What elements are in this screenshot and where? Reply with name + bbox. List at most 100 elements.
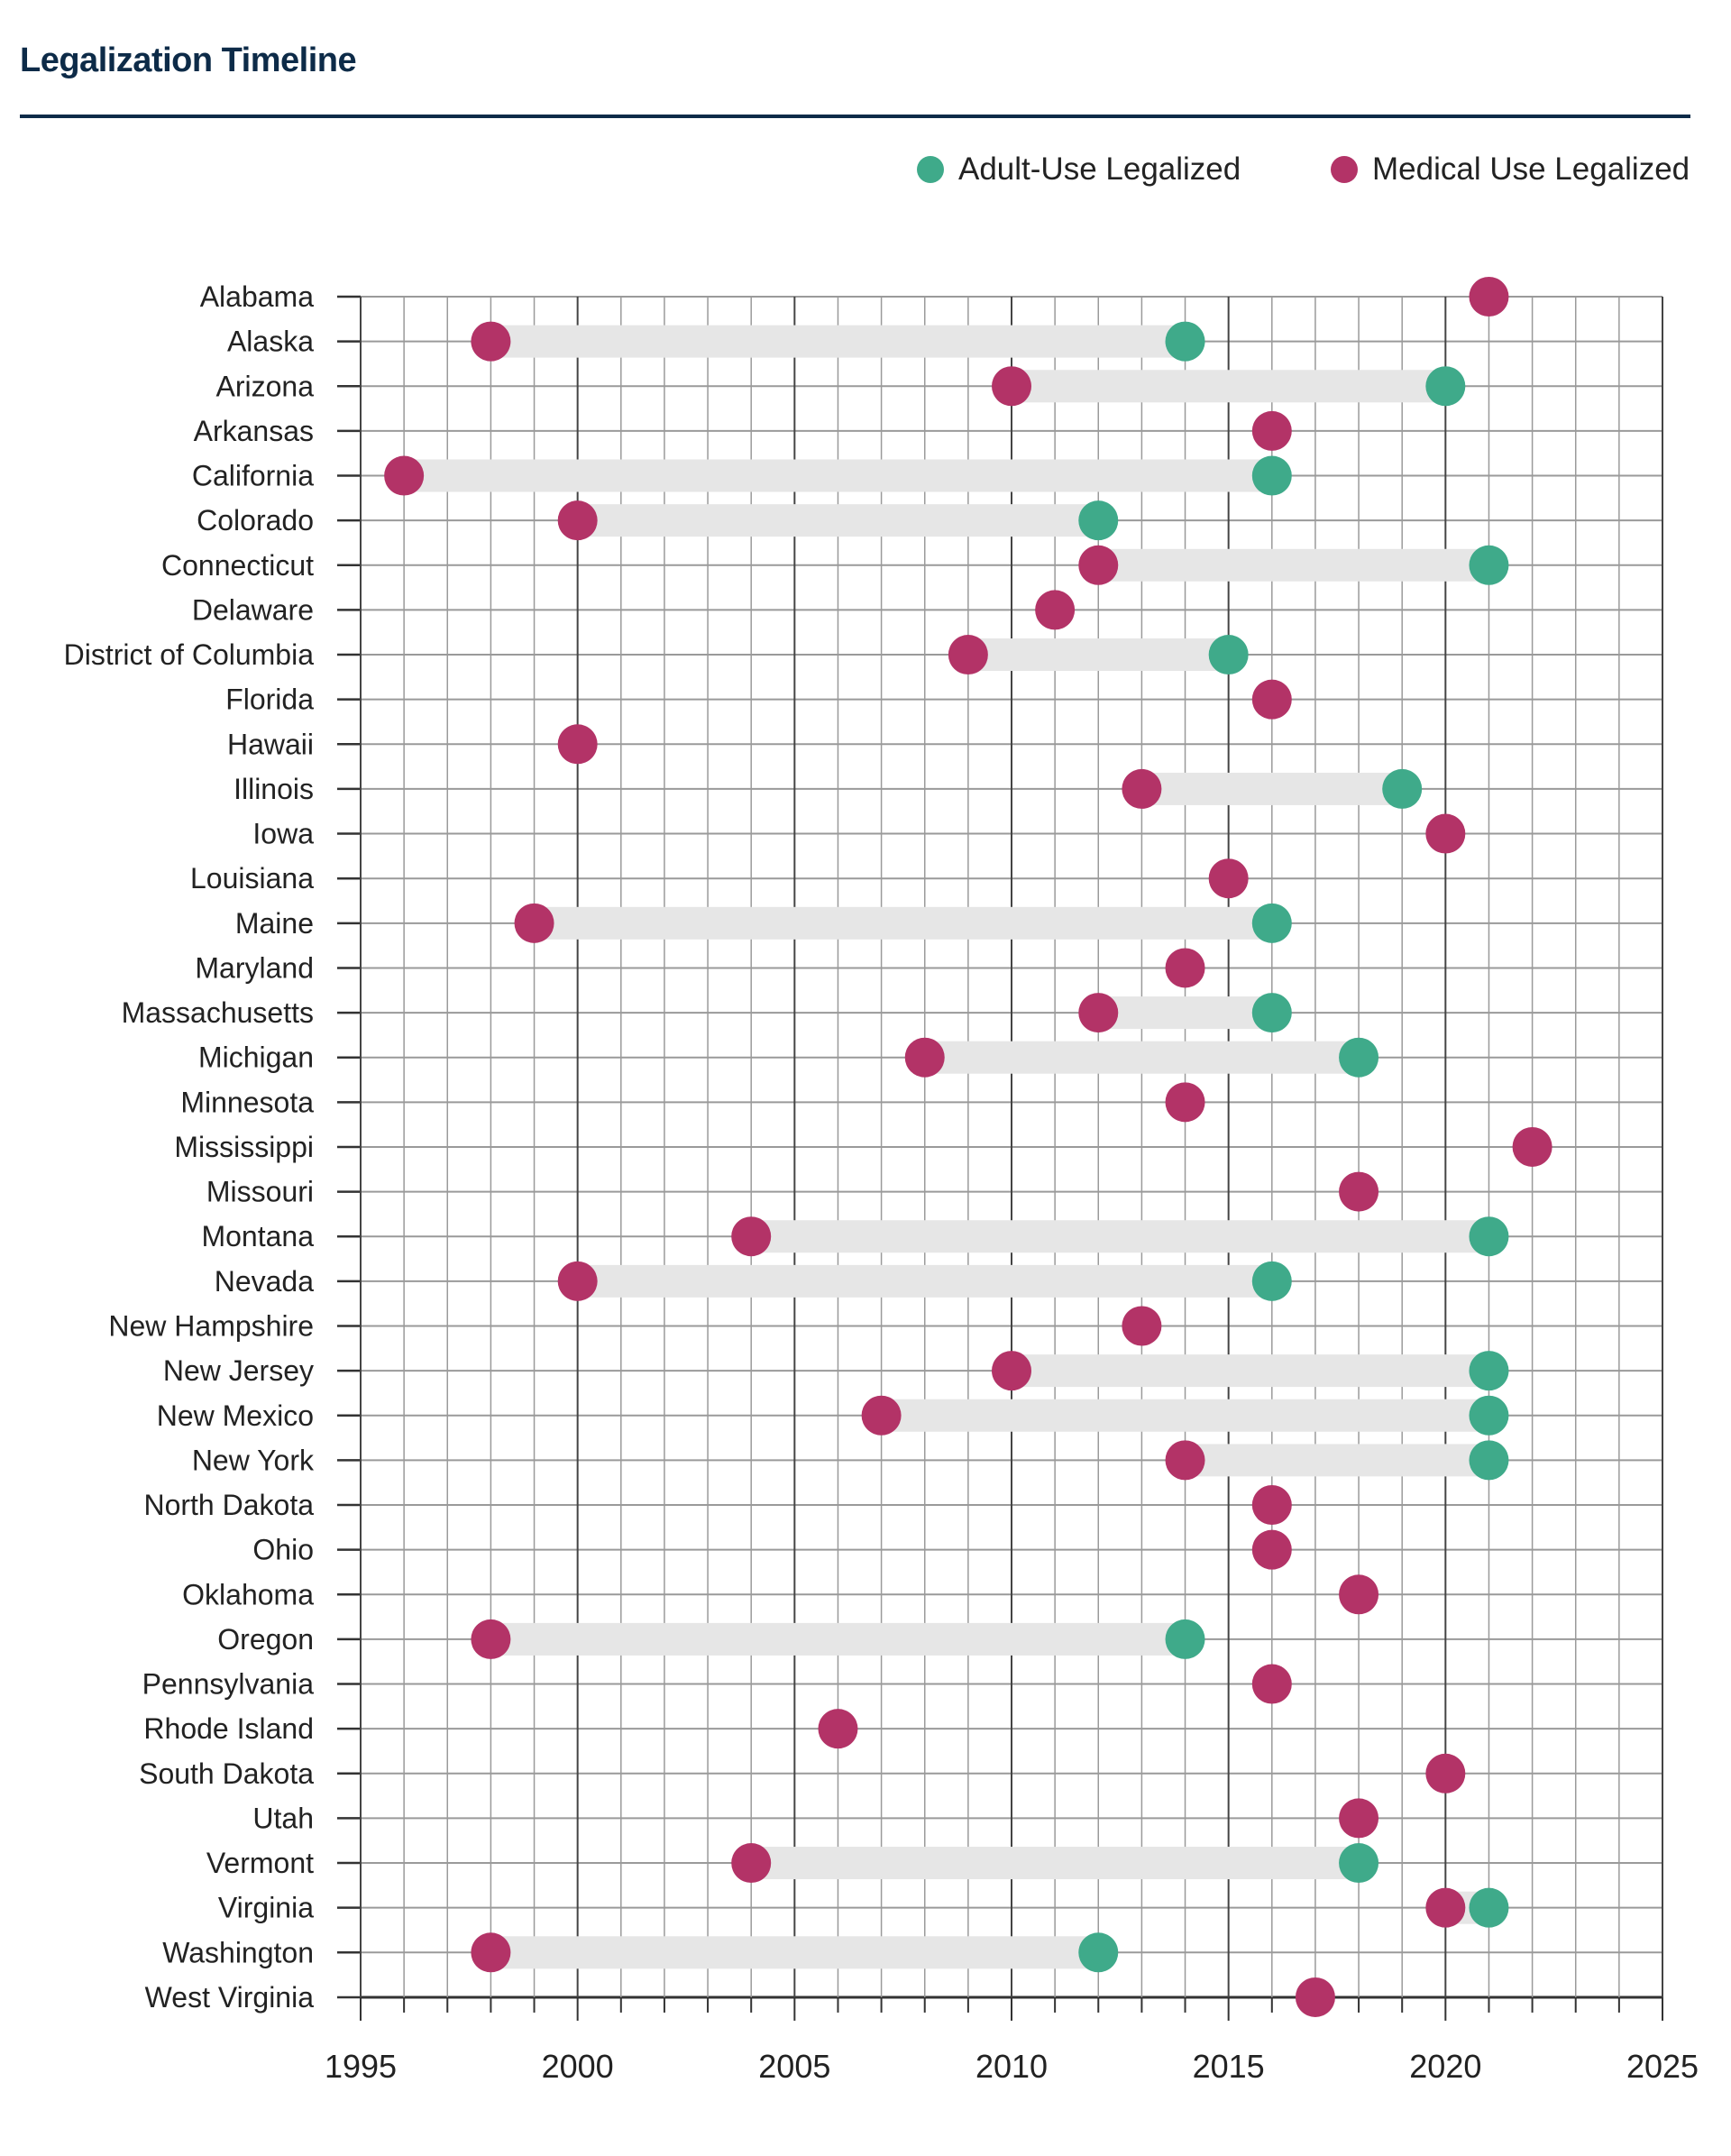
state-label: Mississippi: [174, 1131, 314, 1163]
medical-dot: [384, 455, 425, 496]
x-tick-label: 2015: [1193, 2048, 1265, 2085]
medical-dot: [1078, 545, 1119, 585]
state-label: Oregon: [217, 1623, 314, 1656]
state-label: New Hampshire: [108, 1309, 314, 1342]
state-label: New Mexico: [157, 1399, 314, 1432]
range-band: [1098, 548, 1489, 582]
state-label: Montana: [201, 1220, 314, 1252]
medical-dot: [992, 366, 1031, 407]
medical-dot: [1295, 1977, 1335, 2017]
x-tick-label: 2025: [1626, 2048, 1699, 2085]
adult-dot: [1469, 1351, 1509, 1391]
adult-dot: [1251, 455, 1292, 496]
range-band: [490, 1622, 1186, 1656]
state-label: Minnesota: [180, 1086, 314, 1118]
legend-dot-adult-icon: [917, 156, 944, 183]
medical-dot: [1339, 1171, 1379, 1212]
x-axis-labels: 1995 2000 2005 2010 2015 2020 2025: [325, 2048, 1699, 2085]
bands: [404, 325, 1489, 1969]
medical-dot: [1425, 1887, 1466, 1928]
state-label: Pennsylvania: [142, 1668, 315, 1701]
adult-dot: [1165, 1619, 1205, 1659]
legend-item-medical: Medical Use Legalized: [1331, 150, 1690, 189]
medical-dot: [731, 1843, 772, 1884]
x-tick-label: 2005: [758, 2048, 830, 2085]
chart-title: Legalization Timeline: [20, 41, 357, 79]
state-label: North Dakota: [143, 1489, 314, 1521]
range-band: [751, 1220, 1489, 1253]
medical-dot: [471, 1619, 511, 1659]
state-label: Massachusetts: [122, 996, 314, 1029]
state-label: Illinois: [234, 773, 314, 805]
state-label: Missouri: [206, 1176, 314, 1208]
range-band: [490, 325, 1186, 358]
medical-dot: [1165, 948, 1205, 988]
medical-dot: [1251, 1664, 1292, 1704]
adult-dot: [1078, 500, 1119, 541]
adult-dot: [1339, 1037, 1379, 1078]
adult-dot: [1251, 903, 1292, 943]
state-label: Rhode Island: [143, 1712, 314, 1745]
range-band: [577, 504, 1099, 537]
range-band: [751, 1847, 1360, 1880]
state-label: Maryland: [195, 951, 314, 984]
adult-dot: [1469, 1887, 1509, 1928]
state-label: Florida: [225, 683, 314, 716]
state-label: Virginia: [218, 1892, 314, 1924]
adult-dot: [1251, 1261, 1292, 1301]
medical-dot: [1339, 1798, 1379, 1839]
medical-dot: [1425, 1753, 1466, 1794]
title-divider: [20, 115, 1690, 118]
state-label: Alaska: [227, 326, 314, 358]
x-tick-label: 2000: [542, 2048, 614, 2085]
state-label: Arizona: [216, 370, 315, 402]
state-label: Hawaii: [227, 728, 314, 760]
state-label: District of Columbia: [64, 638, 315, 671]
adult-dot: [1425, 366, 1466, 407]
state-label: Alabama: [200, 280, 315, 313]
adult-dot: [1469, 1216, 1509, 1257]
medical-dot: [1078, 993, 1119, 1033]
range-band: [577, 1264, 1272, 1298]
medical-dot: [1208, 858, 1249, 899]
medical-dot: [1512, 1126, 1552, 1167]
medical-dot: [1035, 590, 1076, 630]
medical-dot: [1251, 1485, 1292, 1526]
state-label: Colorado: [197, 504, 314, 537]
state-label: California: [192, 460, 314, 492]
adult-dot: [1382, 768, 1423, 809]
medical-dot: [1469, 277, 1509, 317]
range-band: [1185, 1444, 1489, 1477]
state-label: Ohio: [252, 1534, 314, 1566]
adult-dot: [1339, 1843, 1379, 1884]
adult-dot: [1469, 545, 1509, 585]
state-label: New Jersey: [163, 1354, 314, 1387]
medical-dot: [1122, 1306, 1162, 1346]
legend-label-medical: Medical Use Legalized: [1372, 151, 1690, 187]
adult-dot: [1078, 1932, 1119, 1973]
state-label: Vermont: [206, 1847, 314, 1879]
state-label: Nevada: [215, 1265, 315, 1298]
state-label: Michigan: [198, 1041, 314, 1074]
range-band: [967, 638, 1229, 672]
state-label: Utah: [252, 1802, 314, 1834]
adult-dot: [1469, 1395, 1509, 1436]
state-label: South Dakota: [139, 1757, 314, 1790]
medical-dot: [861, 1395, 902, 1436]
dots: [384, 277, 1552, 2017]
medical-dot: [557, 500, 598, 541]
medical-dot: [948, 635, 988, 675]
medical-dot: [1251, 679, 1292, 720]
range-band: [881, 1399, 1489, 1432]
range-band: [1098, 996, 1272, 1030]
range-band: [534, 906, 1272, 940]
adult-dot: [1165, 321, 1205, 362]
medical-dot: [471, 321, 511, 362]
state-label: Arkansas: [194, 415, 314, 447]
medical-dot: [1122, 768, 1162, 809]
legend-dot-medical-icon: [1331, 156, 1358, 183]
state-label: Oklahoma: [182, 1578, 314, 1610]
range-band: [490, 1936, 1099, 1969]
x-tick-label: 2010: [975, 2048, 1048, 2085]
